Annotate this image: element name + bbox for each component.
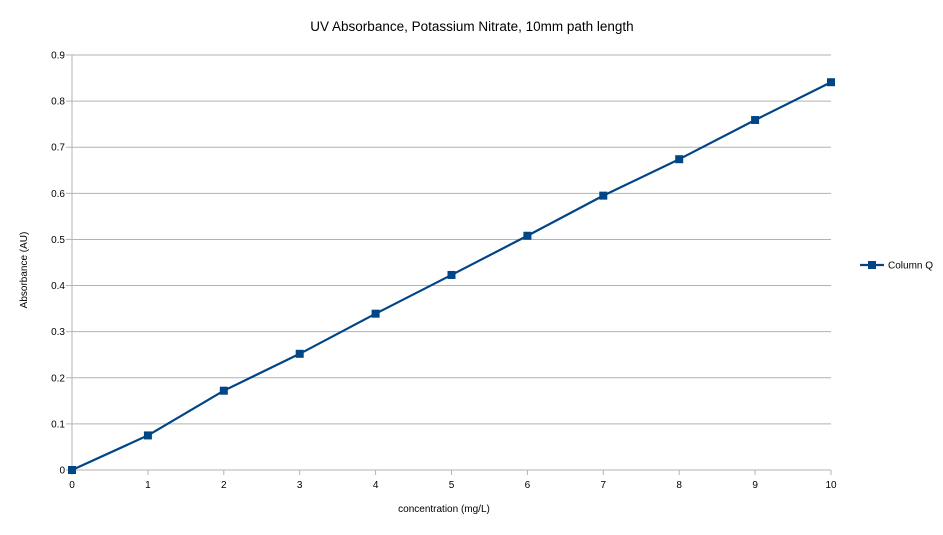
x-tick-label: 6 xyxy=(525,480,531,491)
x-tick-label: 5 xyxy=(449,480,455,491)
x-tick-label: 3 xyxy=(297,480,303,491)
data-point-marker xyxy=(827,78,835,87)
x-tick-label: 4 xyxy=(373,480,379,491)
data-point-marker xyxy=(295,349,304,358)
y-tick-label: 0.9 xyxy=(51,51,65,62)
legend-marker xyxy=(868,261,876,269)
tick-labels: 0 0.1 0.2 0.3 0.4 0.5 0.6 0.7 0.8 0.9 0 1 2 3 4 5 6 7 8 9 10 xyxy=(51,51,837,492)
data-point-marker xyxy=(371,309,380,318)
x-tick-label: 9 xyxy=(752,480,758,491)
y-axis-label: Absorbance (AU) xyxy=(19,232,30,309)
gridlines xyxy=(72,54,831,425)
y-tick-label: 0.5 xyxy=(51,235,65,246)
y-tick-label: 0.2 xyxy=(51,373,65,384)
data-point-marker xyxy=(68,466,76,474)
y-tick-label: 0.3 xyxy=(51,327,65,338)
data-point-marker xyxy=(523,231,532,240)
axes xyxy=(66,54,832,475)
data-point-marker xyxy=(675,155,684,164)
data-point-marker xyxy=(219,386,228,395)
x-tick-label: 0 xyxy=(69,480,75,491)
data-point-marker xyxy=(447,270,456,279)
x-tick-label: 1 xyxy=(145,480,151,491)
series-layer xyxy=(68,78,835,474)
x-tick-label: 8 xyxy=(676,480,682,491)
y-tick-label: 0.7 xyxy=(51,143,65,154)
data-point-marker xyxy=(599,191,608,200)
y-tick-label: 0.6 xyxy=(51,189,65,200)
chart-title: UV Absorbance, Potassium Nitrate, 10mm p… xyxy=(310,19,633,34)
x-tick-label: 2 xyxy=(221,480,227,491)
x-tick-label: 10 xyxy=(825,480,837,491)
x-axis-label: concentration (mg/L) xyxy=(398,504,490,515)
y-tick-label: 0 xyxy=(59,466,65,477)
y-tick-label: 0.4 xyxy=(51,281,65,292)
legend-label: Column Q xyxy=(888,261,933,272)
y-tick-label: 0.8 xyxy=(51,97,65,108)
legend: Column Q xyxy=(860,261,933,272)
data-point-marker xyxy=(751,116,760,125)
y-tick-label: 0.1 xyxy=(51,419,65,430)
data-point-marker xyxy=(143,431,152,440)
x-tick-label: 7 xyxy=(601,480,607,491)
